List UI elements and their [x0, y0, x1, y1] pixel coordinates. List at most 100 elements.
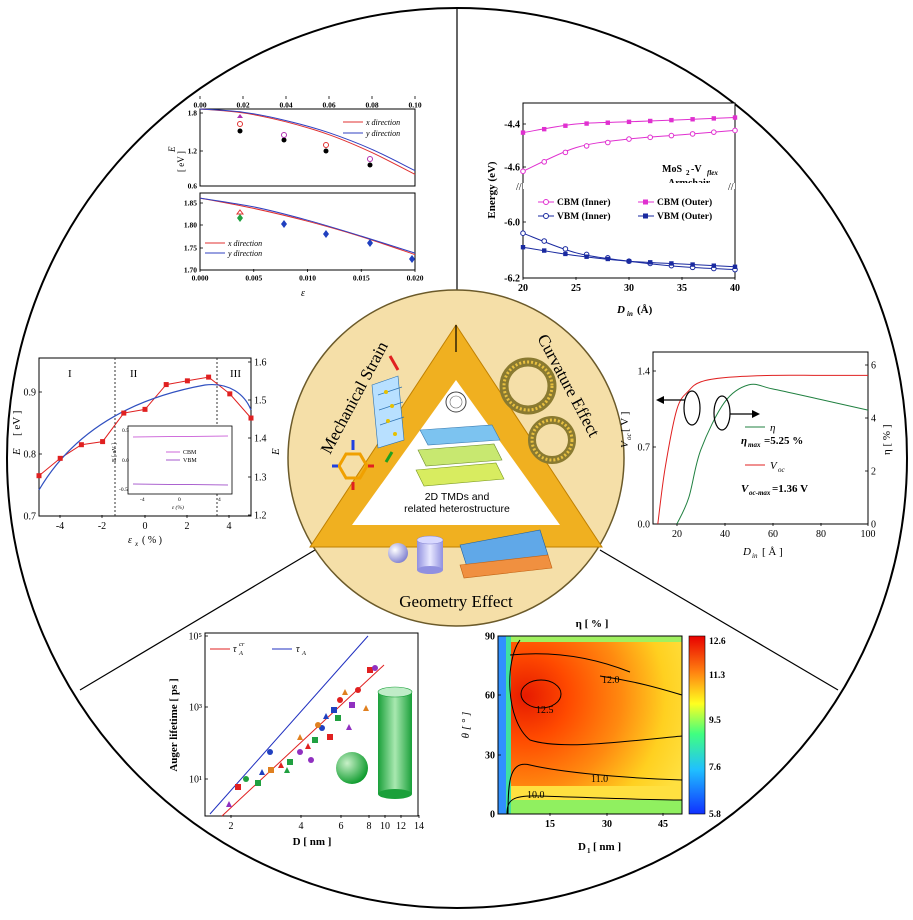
strain-top-ytick-label: 1.2 [188, 147, 198, 156]
vbm-outer-point [542, 248, 547, 253]
divider-left [79, 549, 316, 691]
auger-sphere-icon [336, 752, 368, 784]
curvature-ytick-label: -4.4 [504, 119, 520, 130]
eg-ytick-label: 1.2 [254, 510, 267, 521]
eg-inset-xlabel: ε (%) [172, 504, 184, 511]
strain-bottom-ytick-label: 1.75 [184, 244, 197, 253]
contour-label-11: 11.0 [591, 774, 608, 785]
strain-top-legend-y: y direction [365, 129, 400, 138]
voc-xtick-label: 20 [672, 529, 682, 540]
voc-eta-max-value: =5.25 % [764, 435, 803, 447]
heatmap-ytick-label: 0 [490, 809, 495, 820]
cbm-outer-point [690, 117, 695, 122]
curvature-legend-cbm-outer: CBM (Outer) [657, 197, 712, 208]
curvature-xlabel-sub: in [627, 310, 633, 318]
curvature-title-rest: -V [691, 164, 702, 175]
cbm-outer-point [563, 123, 568, 128]
auger-xtick-label: 14 [414, 821, 424, 832]
strain-top-legend-x: x direction [365, 118, 400, 127]
auger-point [243, 776, 249, 782]
heatmap-xtick-label: 45 [658, 819, 668, 830]
voc-ytick-label: 4 [871, 413, 876, 424]
heatmap-xtick-label: 30 [602, 819, 612, 830]
center-label-line1: 2D TMDs and [425, 491, 490, 503]
divider-right [599, 549, 839, 691]
eg-point [184, 378, 190, 384]
eg-ytick-label: 0.7 [24, 511, 37, 522]
region-1-label: I [68, 368, 72, 380]
nanotube-icons [499, 357, 576, 464]
auger-xtick-label: 10 [380, 821, 390, 832]
vbm-inner-point [520, 230, 526, 236]
colorbar-tick-label: 9.5 [709, 716, 721, 726]
heatmap-xtick-label: 15 [545, 819, 555, 830]
eg-inset-ytick-1: 0.0 [122, 458, 129, 464]
voc-ylabel-sub: oc [625, 433, 633, 441]
fullerene-icon [445, 391, 467, 413]
vbm-outer-point [669, 261, 674, 266]
eg-point [163, 382, 169, 388]
eg-point [227, 391, 233, 397]
eg-inset-ylabel: E [ eV ] [112, 443, 118, 462]
eg-inset-ytick-0: 0.5 [122, 428, 129, 434]
curvature-legend: CBM (Inner) CBM (Outer) VBM (Inner) VBM … [538, 197, 712, 222]
panel-eta-heatmap: η [ % ] 12.0 12.5 11.0 10.0 90 60 30 0 15 30… [460, 618, 726, 855]
vbm-outer-point [732, 264, 738, 269]
cbm-outer-point [669, 117, 674, 123]
region-2-label: II [130, 368, 138, 380]
voc-legend-eta: η [770, 422, 775, 434]
cbm-outer-point [711, 116, 716, 121]
curvature-ytick-label: -6.0 [504, 217, 520, 228]
strain-bottom-xtick-label: 0.000 [192, 274, 209, 283]
cbm-outer-point [605, 120, 610, 125]
eg-xtick-label: 4 [227, 521, 232, 532]
cbm-inner-point [605, 139, 611, 146]
voc-ytick-label: 0 [871, 519, 876, 530]
voc-red-line [657, 374, 868, 525]
center-label-line2: related heterostructure [404, 503, 510, 515]
curvature-xunit: (Å) [637, 304, 653, 316]
strain-bottom-ytick-label: 1.80 [184, 221, 197, 230]
strain-bottom-legend-x: x direction [227, 239, 262, 248]
strain-bottom-markers [236, 209, 415, 263]
eg-inset-xtick-0: -4 [140, 497, 145, 503]
strain-bottom-xtick-label: 0.015 [353, 274, 370, 283]
eg-ytick-label: 0.8 [24, 449, 37, 460]
auger-point [367, 667, 373, 673]
eg-point [100, 439, 106, 445]
vbm-inner-point [562, 246, 569, 252]
strain-top-ytick-label: 0.6 [188, 182, 198, 191]
voc-marker-ellipse [683, 390, 701, 426]
eg-y2label: E [270, 448, 282, 456]
cbm-outer-point [626, 119, 632, 125]
auger-ytick-label: 10⁵ [189, 631, 203, 642]
auger-xlabel: D [ nm ] [293, 836, 332, 848]
voc-ytick-label: 0.0 [638, 519, 651, 530]
eg-ytick-label: 0.9 [24, 387, 37, 398]
cbm-outer-point [520, 130, 526, 135]
strain-top-xtick-label: 0.04 [279, 101, 292, 110]
curvature-xlabel: D [616, 304, 625, 316]
curvature-xtick-label: 20 [518, 283, 528, 294]
eg-ytick-label: 1.4 [254, 433, 267, 444]
auger-point [342, 689, 348, 695]
heatmap-title: η [ % ] [576, 618, 609, 630]
strain-bottom-ytick-label: 1.85 [184, 199, 197, 208]
auger-legend-a: τ [233, 644, 237, 655]
curvature-legend-cbm-inner: CBM (Inner) [557, 197, 611, 208]
cbm-outer-point [732, 115, 738, 120]
strain-top-ytick-label: 1.8 [188, 109, 198, 118]
cbm-inner-point [732, 127, 738, 134]
eg-point [121, 410, 127, 416]
heatmap-ytick-label: 30 [485, 750, 495, 761]
voc-xlabel-sub: in [752, 552, 758, 560]
auger-point [315, 722, 321, 728]
strain-top-xtick-label: 0.00 [193, 101, 206, 110]
cbm-inner-point [711, 129, 717, 135]
strain-bottom-xtick-label: 0.010 [299, 274, 316, 283]
center-diagram: 2D TMDs and related heterostructure Mech… [287, 289, 625, 627]
panel-auger: 10⁵ 10³ 10¹ 2 4 6 8 10 12 14 Auger lifetime [ ps… [168, 631, 424, 848]
region-3-label: III [230, 368, 241, 380]
auger-point [305, 743, 311, 749]
